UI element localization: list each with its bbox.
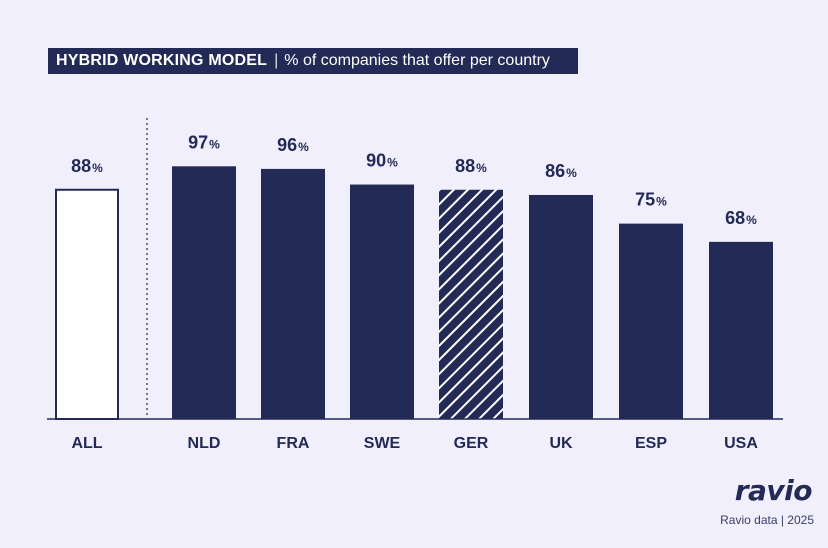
category-label-nld: NLD [188, 435, 221, 452]
bar-usa [709, 241, 773, 419]
category-label-all: ALL [71, 435, 102, 452]
chart-title-banner: HYBRID WORKING MODEL | % of companies th… [48, 48, 578, 74]
category-label-usa: USA [724, 435, 758, 452]
bar-all [55, 188, 119, 420]
ravio-logo: ravio [734, 474, 813, 507]
bar-nld [172, 166, 236, 419]
value-label-all: 88% [71, 156, 103, 176]
value-label-uk: 86% [545, 161, 577, 181]
bar-ger [439, 189, 503, 419]
category-label-swe: SWE [364, 435, 401, 452]
value-label-fra: 96% [277, 135, 309, 155]
bar-swe [350, 184, 414, 419]
category-label-ger: GER [454, 435, 489, 452]
source-note: Ravio data | 2025 [720, 513, 814, 527]
bar-esp [619, 223, 683, 419]
value-label-esp: 75% [635, 190, 667, 210]
value-label-nld: 97% [188, 132, 220, 152]
title-separator: | [274, 52, 279, 69]
value-label-usa: 68% [725, 208, 757, 228]
value-label-swe: 90% [366, 151, 398, 171]
category-label-fra: FRA [277, 435, 310, 452]
category-label-esp: ESP [635, 435, 667, 452]
chart-subtitle: % of companies that offer per country [284, 52, 550, 69]
bar-uk [529, 194, 593, 419]
bar-fra [261, 168, 325, 419]
chart-title: HYBRID WORKING MODEL [56, 52, 268, 69]
value-label-ger: 88% [455, 156, 487, 176]
category-label-uk: UK [549, 435, 573, 452]
